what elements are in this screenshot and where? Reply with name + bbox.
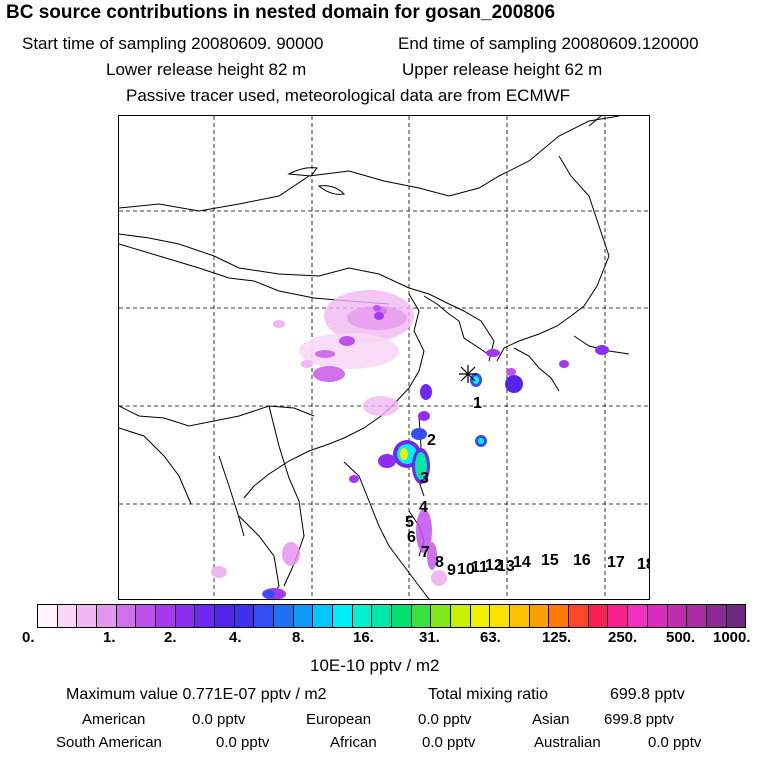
region-labels: 1 2 3 4 5 6 7 8 9 10 11 12 13 14 15 16 1… <box>405 395 649 579</box>
colorbar-swatch <box>392 605 412 627</box>
colorbar-unit: 10E-10 pptv / m2 <box>310 656 440 675</box>
asian-label: Asian <box>532 711 570 728</box>
map-canvas: 1 2 3 4 5 6 7 8 9 10 11 12 13 14 15 16 1… <box>119 116 649 599</box>
region-label: 16 <box>573 552 591 569</box>
colorbar-swatch <box>667 605 688 627</box>
total-mixing-value: 699.8 pptv <box>610 686 685 703</box>
page-title: BC source contributions in nested domain… <box>6 2 556 23</box>
colorbar <box>37 604 746 628</box>
south-american-label: South American <box>56 734 162 751</box>
region-label: 4 <box>419 499 428 516</box>
colorbar-tick: 2. <box>164 629 177 646</box>
tracer-note: Passive tracer used, meteorological data… <box>126 86 571 105</box>
colorbar-swatch <box>510 605 530 627</box>
colorbar-swatch <box>57 605 78 627</box>
colorbar-swatch <box>97 605 117 627</box>
colorbar-swatch <box>156 605 176 627</box>
american-value: 0.0 pptv <box>192 711 246 728</box>
colorbar-swatch <box>726 605 746 627</box>
colorbar-swatch <box>38 605 58 627</box>
total-mixing-label: Total mixing ratio <box>428 686 549 703</box>
australian-value: 0.0 pptv <box>648 734 702 751</box>
colorbar-swatch <box>569 605 589 627</box>
colorbar-swatch <box>136 605 157 627</box>
colorbar-swatch <box>274 605 294 627</box>
european-label: European <box>306 711 372 728</box>
colorbar-swatch <box>687 605 707 627</box>
colorbar-swatch <box>313 605 334 627</box>
tracer-plume <box>211 290 609 599</box>
region-label: 18 <box>637 556 649 573</box>
colorbar-swatch <box>431 605 452 627</box>
colorbar-swatch <box>588 605 609 627</box>
region-label: 3 <box>420 470 429 487</box>
american-label: American <box>82 711 146 728</box>
colorbar-swatch <box>608 605 629 627</box>
region-label: 12 <box>485 557 503 574</box>
region-label: 10 <box>457 561 475 578</box>
colorbar-swatch <box>333 605 353 627</box>
region-label: 1 <box>473 395 482 412</box>
colorbar-tick: 8. <box>292 629 305 646</box>
receptor-marker <box>459 365 477 383</box>
colorbar-swatch <box>451 605 471 627</box>
start-time: Start time of sampling 20080609. 90000 <box>22 34 324 53</box>
region-label: 5 <box>405 514 414 531</box>
region-label: 11 <box>471 559 488 576</box>
colorbar-swatch <box>234 605 255 627</box>
region-label: 15 <box>541 552 559 569</box>
map-panel: 1 2 3 4 5 6 7 8 9 10 11 12 13 14 15 16 1… <box>118 115 650 600</box>
colorbar-tick: 0. <box>22 629 35 646</box>
colorbar-swatch <box>372 605 393 627</box>
colorbar-swatch <box>411 605 432 627</box>
region-label: 14 <box>513 554 531 571</box>
colorbar-swatch <box>77 605 98 627</box>
region-label: 7 <box>421 544 430 561</box>
colorbar-tick: 16. <box>353 629 374 646</box>
region-label: 8 <box>435 554 444 571</box>
colorbar-swatch <box>116 605 137 627</box>
asian-value: 699.8 pptv <box>604 711 675 728</box>
region-label: 9 <box>447 562 456 579</box>
colorbar-tick: 250. <box>608 629 638 646</box>
australian-label: Australian <box>534 734 601 751</box>
max-value: Maximum value 0.771E-07 pptv / m2 <box>66 686 327 703</box>
lat-lon-grid <box>119 116 649 599</box>
colorbar-swatch <box>352 605 373 627</box>
colorbar-swatch <box>254 605 275 627</box>
colorbar-swatch <box>175 605 196 627</box>
upper-release-height: Upper release height 62 m <box>402 60 603 79</box>
colorbar-swatch <box>195 605 216 627</box>
colorbar-swatch <box>647 605 668 627</box>
region-label: 13 <box>497 558 515 575</box>
south-american-value: 0.0 pptv <box>216 734 270 751</box>
region-label: 17 <box>607 554 625 571</box>
colorbar-swatch <box>215 605 235 627</box>
colorbar-tick: 4. <box>229 629 242 646</box>
colorbar-tick: 125. <box>542 629 572 646</box>
colorbar-swatch <box>293 605 314 627</box>
end-time: End time of sampling 20080609.120000 <box>398 34 699 53</box>
colorbar-tick: 1. <box>103 629 116 646</box>
colorbar-swatch <box>549 605 570 627</box>
colorbar-swatch <box>628 605 648 627</box>
colorbar-swatch <box>706 605 727 627</box>
colorbar-tick: 500. <box>666 629 696 646</box>
lower-release-height: Lower release height 82 m <box>106 60 307 79</box>
european-value: 0.0 pptv <box>418 711 472 728</box>
region-label: 6 <box>407 529 416 546</box>
african-label: African <box>330 734 377 751</box>
colorbar-tick: 1000. <box>713 629 751 646</box>
colorbar-tick: 31. <box>419 629 440 646</box>
colorbar-swatch <box>490 605 511 627</box>
colorbar-swatch <box>470 605 491 627</box>
colorbar-tick: 63. <box>480 629 501 646</box>
african-value: 0.0 pptv <box>422 734 476 751</box>
colorbar-swatch <box>529 605 550 627</box>
region-label: 2 <box>427 432 436 449</box>
